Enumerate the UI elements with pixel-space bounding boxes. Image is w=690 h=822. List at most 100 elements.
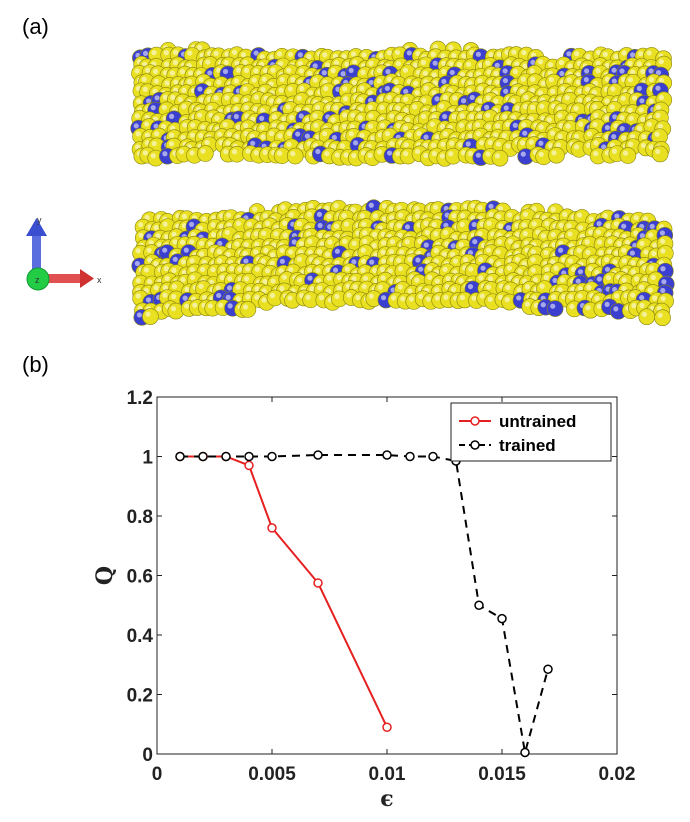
atom-highlight xyxy=(619,68,625,74)
atom-highlight xyxy=(376,78,382,84)
atom-highlight xyxy=(164,80,170,86)
atom-highlight xyxy=(376,149,383,155)
atom-highlight xyxy=(655,148,661,155)
atom-highlight xyxy=(520,140,526,146)
atom-highlight xyxy=(323,85,329,92)
atom-highlight xyxy=(431,114,437,120)
atom-highlight xyxy=(290,76,296,83)
atom-highlight xyxy=(442,113,448,120)
atom-highlight xyxy=(530,59,536,65)
atom-highlight xyxy=(134,113,140,119)
atom-highlight xyxy=(217,131,223,137)
atom-highlight xyxy=(547,62,554,68)
atom-highlight xyxy=(469,113,475,120)
atom-highlight xyxy=(613,123,619,129)
atom-highlight xyxy=(297,60,304,67)
atom-highlight xyxy=(469,94,475,101)
atom-highlight xyxy=(573,144,580,150)
atom-highlight xyxy=(451,114,457,120)
atom-highlight xyxy=(206,89,212,95)
atom-highlight xyxy=(368,79,374,86)
atom-highlight xyxy=(451,52,457,59)
atom-highlight xyxy=(604,115,610,121)
atom-highlight xyxy=(331,134,337,141)
atom-highlight xyxy=(575,79,581,85)
atom-highlight xyxy=(162,94,168,100)
atom-highlight xyxy=(566,77,572,83)
atom-highlight xyxy=(379,104,385,111)
atom-highlight xyxy=(648,98,654,104)
atom-highlight xyxy=(595,49,602,56)
data-point-trained xyxy=(313,450,323,460)
legend-label-trained: trained xyxy=(499,436,556,455)
atom-highlight xyxy=(406,132,412,138)
atom-highlight xyxy=(252,106,259,112)
x-axis-label: ϵ xyxy=(380,786,393,812)
atom-highlight xyxy=(324,150,330,157)
data-point-trained xyxy=(198,451,208,462)
atom-highlight xyxy=(558,59,564,66)
atom-highlight xyxy=(621,50,627,56)
atom-highlight xyxy=(178,149,185,155)
atom-highlight xyxy=(640,68,646,75)
atom-highlight xyxy=(493,98,499,104)
atom-highlight xyxy=(333,60,339,66)
atom-highlight xyxy=(269,54,275,60)
atom-highlight xyxy=(441,78,447,85)
atom-highlight xyxy=(601,144,607,150)
legend-marker-trained xyxy=(470,440,480,450)
atom-highlight xyxy=(604,76,611,82)
y-tick-label: 0.6 xyxy=(127,567,153,588)
atom-highlight xyxy=(646,50,652,56)
atom-highlight xyxy=(648,144,654,150)
atom-highlight xyxy=(393,79,399,85)
atom-highlight xyxy=(448,44,454,50)
atom-highlight xyxy=(253,50,259,56)
atom-highlight xyxy=(403,107,409,113)
atom-highlight xyxy=(153,78,159,84)
atom-highlight xyxy=(604,62,610,69)
data-point-trained xyxy=(474,600,484,610)
atom-highlight xyxy=(577,97,583,103)
atom-highlight xyxy=(460,98,467,104)
atom-highlight xyxy=(180,134,186,141)
atom-highlight xyxy=(468,72,474,78)
atom-highlight xyxy=(322,52,328,58)
atom-highlight xyxy=(287,86,293,92)
atom-highlight xyxy=(546,117,552,123)
atom-highlight xyxy=(538,124,544,130)
atom-highlight xyxy=(573,105,579,111)
atom-highlight xyxy=(259,107,266,114)
atom-highlight xyxy=(442,94,448,101)
atom-highlight xyxy=(595,60,601,66)
series-line-trained xyxy=(180,454,549,753)
atom-highlight xyxy=(268,98,275,104)
atom-highlight xyxy=(655,112,661,119)
atom-highlight xyxy=(613,54,619,60)
atom-highlight xyxy=(352,140,359,146)
atom-highlight xyxy=(621,135,627,141)
atom-highlight xyxy=(321,70,327,76)
atom-highlight xyxy=(566,51,572,57)
atom-highlight xyxy=(449,140,455,146)
atom-highlight xyxy=(295,131,301,137)
atom-highlight xyxy=(386,94,392,101)
atom-highlight xyxy=(298,68,304,74)
atom-highlight xyxy=(539,103,545,109)
atom-highlight xyxy=(585,97,592,103)
atom-highlight xyxy=(154,95,160,101)
atom-highlight xyxy=(249,133,255,139)
atom-highlight xyxy=(386,76,393,82)
atom-highlight xyxy=(142,86,148,92)
atom-highlight xyxy=(549,130,556,136)
series-layer xyxy=(175,450,553,758)
atom-highlight xyxy=(182,122,188,128)
atom-highlight xyxy=(135,131,141,137)
atom-slab-illustration: y x z xyxy=(26,40,675,327)
atom-highlight xyxy=(330,68,336,74)
atom-highlight xyxy=(207,70,213,76)
atom-highlight xyxy=(307,90,314,96)
data-point-trained xyxy=(405,451,415,462)
y-axis-label: Q xyxy=(92,566,118,585)
atom-highlight xyxy=(622,150,629,156)
